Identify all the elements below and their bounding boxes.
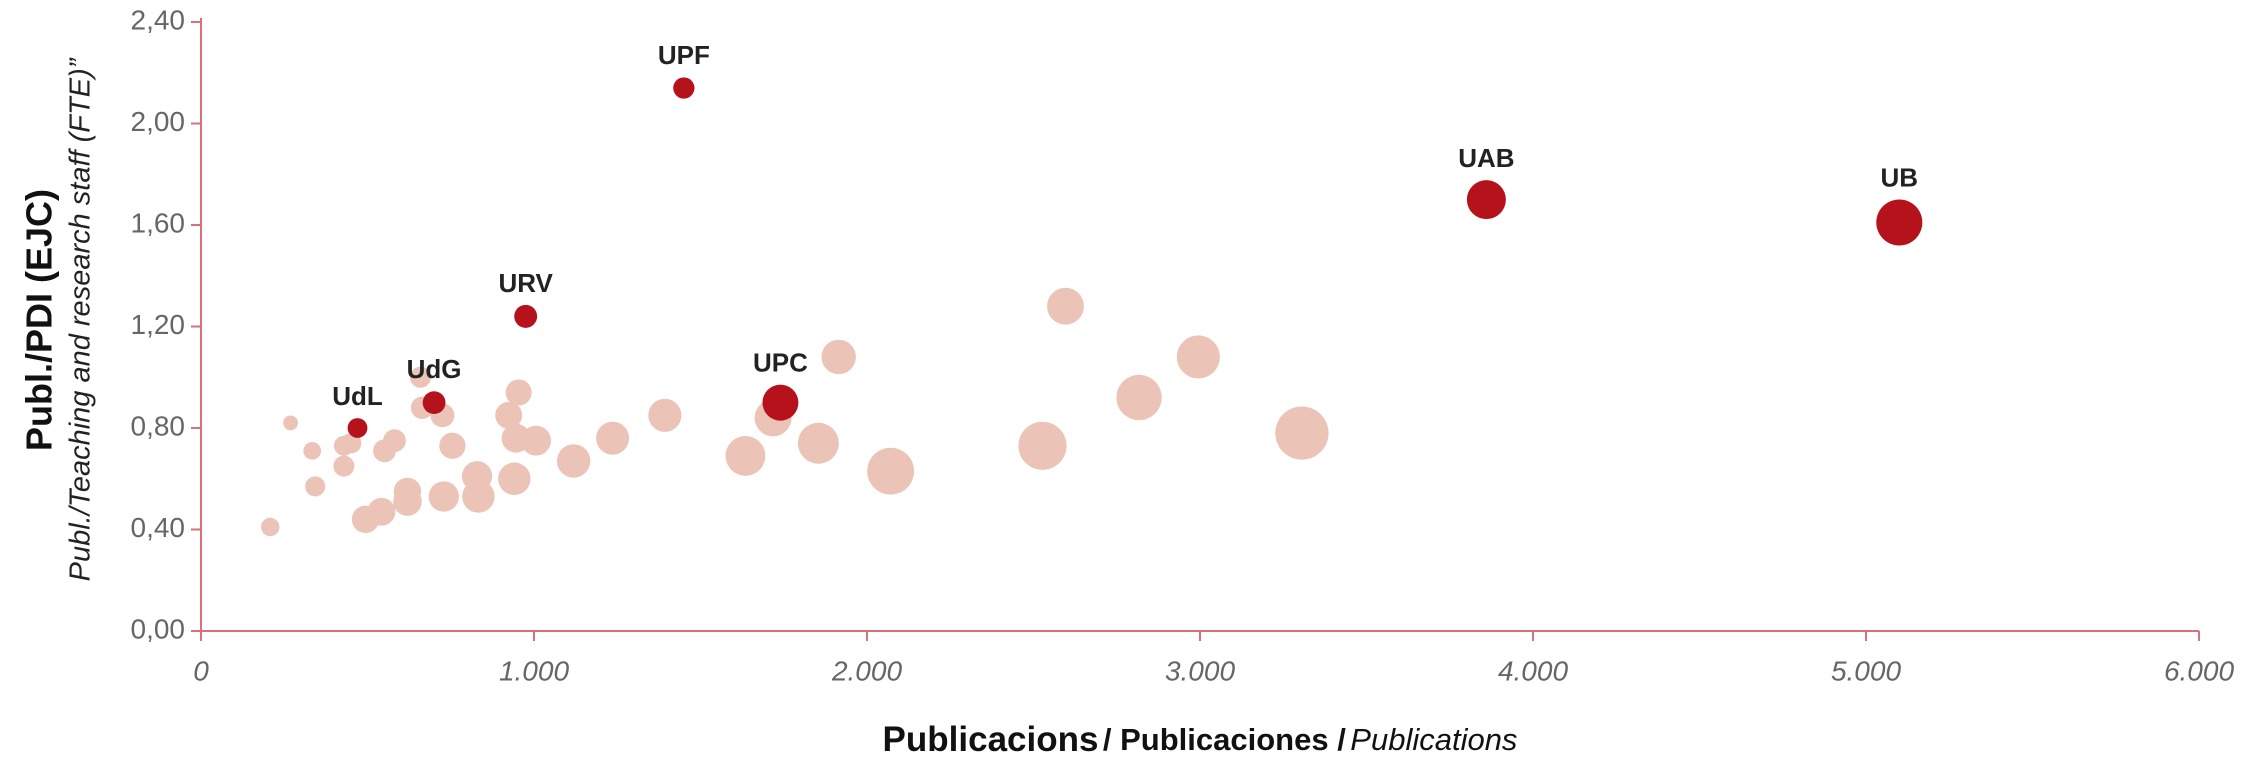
bubble — [673, 77, 695, 99]
point-label: UAB — [1458, 143, 1514, 173]
bubble — [305, 476, 326, 497]
bubble — [648, 398, 682, 432]
y-tick-label: 1,60 — [131, 207, 186, 238]
x-tick-label: 5.000 — [1831, 655, 1901, 686]
y-tick-label: 0,40 — [131, 512, 186, 543]
bubble — [439, 432, 466, 459]
bubble — [797, 422, 839, 464]
bubble — [867, 447, 915, 495]
x-title-part: Publications — [1350, 722, 1517, 757]
bubble — [556, 444, 591, 478]
y-tick-label: 1,20 — [131, 309, 186, 340]
x-tick-label: 3.000 — [1165, 655, 1235, 686]
bubble — [505, 379, 532, 406]
y-tick-label: 2,00 — [131, 106, 186, 137]
bubble — [1047, 287, 1084, 325]
point-label: UPC — [753, 348, 808, 378]
bubble — [373, 439, 396, 463]
y-tick-label: 0,00 — [131, 613, 186, 644]
bubble — [521, 425, 551, 456]
bubble — [283, 415, 298, 431]
bubble — [261, 517, 280, 537]
x-tick-label: 2.000 — [831, 655, 902, 686]
bubble — [495, 401, 523, 429]
x-tick-label: 1.000 — [499, 655, 569, 686]
y-tick-label: 0,80 — [131, 410, 186, 441]
bubble — [1176, 335, 1220, 379]
bubble — [1466, 180, 1506, 220]
bubble — [1018, 421, 1067, 470]
bubble — [1275, 406, 1329, 460]
bubble — [1876, 199, 1923, 246]
point-label: URV — [498, 268, 553, 298]
bubble — [596, 421, 630, 455]
bubble — [409, 366, 431, 388]
bubble — [821, 339, 856, 375]
point-label: UdL — [332, 381, 383, 411]
bubble — [303, 441, 322, 460]
bubble — [725, 436, 766, 476]
point-label: UB — [1881, 162, 1919, 192]
bubble — [514, 304, 538, 328]
bubble — [393, 487, 422, 516]
bubble — [333, 455, 355, 477]
x-tick-label: 0 — [193, 655, 209, 686]
point-label: UPF — [658, 40, 710, 70]
bubble — [462, 480, 495, 513]
bubble — [422, 391, 446, 415]
x-title-part: Publicacions — [883, 720, 1099, 758]
bubble — [1116, 374, 1162, 421]
bubble — [498, 462, 531, 495]
x-tick-label: 4.000 — [1498, 655, 1568, 686]
x-title-part: / Publicaciones / — [1103, 722, 1346, 757]
y-axis-subtitle: Publ./Teaching and research staff (FTE)” — [65, 57, 97, 581]
bubble — [762, 384, 799, 421]
point-label: UdG — [407, 354, 462, 384]
y-tick-label: 2,40 — [131, 4, 186, 35]
y-axis-title: Publ./PDI (EJC) — [19, 189, 60, 451]
x-axis-title: Publicacions / Publicaciones / Publicati… — [883, 720, 1518, 758]
x-tick-label: 6.000 — [2164, 655, 2234, 686]
bubble — [428, 481, 459, 512]
bubble — [351, 505, 380, 534]
bubble — [347, 418, 368, 438]
bubble — [341, 433, 362, 454]
